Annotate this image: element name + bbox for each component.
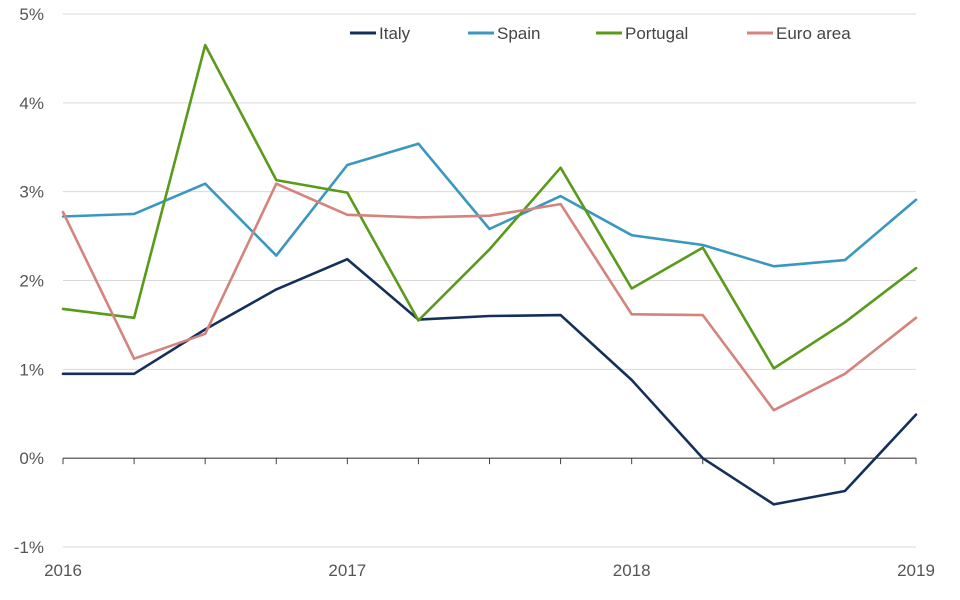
y-tick-label: 1% xyxy=(19,360,44,379)
legend-label: Euro area xyxy=(776,24,851,43)
x-tick-label: 2016 xyxy=(44,561,82,580)
legend-label: Spain xyxy=(497,24,540,43)
legend-label: Portugal xyxy=(625,24,688,43)
x-tick-label: 2018 xyxy=(613,561,651,580)
series-line-portugal xyxy=(61,43,918,370)
y-tick-label: 0% xyxy=(19,449,44,468)
y-tick-label: 2% xyxy=(19,272,44,291)
legend: Italy Spain Portugal Euro area xyxy=(350,24,851,43)
axes: -1% 0% 1% 2% 3% 4% 5% 2016 2017 2018 2019 xyxy=(14,5,935,580)
legend-label: Italy xyxy=(379,24,411,43)
series-group xyxy=(61,43,918,506)
y-tick-label: 4% xyxy=(19,94,44,113)
grid-lines xyxy=(63,13,916,548)
y-tick-label: 5% xyxy=(19,5,44,24)
x-tick-label: 2017 xyxy=(328,561,366,580)
series-line-euro-area xyxy=(61,182,918,412)
y-tick-label: 3% xyxy=(19,183,44,202)
y-tick-label: -1% xyxy=(14,538,44,557)
x-tick-label: 2019 xyxy=(897,561,935,580)
series-line-italy xyxy=(61,257,918,506)
series-line-spain xyxy=(61,142,918,268)
